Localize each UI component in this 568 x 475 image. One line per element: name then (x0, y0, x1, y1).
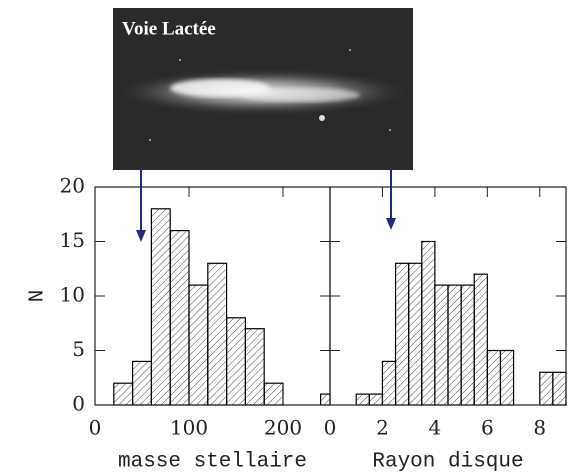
x-axis-label: Rayon disque (372, 451, 523, 474)
histogram-bar (188, 284, 209, 406)
histogram-bar (434, 284, 449, 406)
histogram-bar (150, 208, 171, 406)
image-title: Voie Lactée (122, 18, 216, 39)
x-axis-label: masse stellaire (118, 451, 307, 474)
histogram-bar (486, 349, 502, 406)
y-tick-label: 10 (60, 283, 85, 307)
x-tick-label: 6 (481, 416, 494, 440)
y-axis-label: N (27, 290, 50, 303)
histogram-bar (244, 328, 265, 406)
x-tick-label: 0 (89, 416, 102, 440)
histogram-bar (169, 230, 190, 406)
histogram-bar (226, 317, 247, 406)
y-tick-label: 15 (60, 228, 85, 252)
histogram-bar (320, 393, 331, 406)
histogram-bar (552, 371, 567, 406)
plot-area: 0 100 200 0 5 10 15 20 masse stellaire N 0 2 4 6 8 Rayo… (27, 174, 567, 474)
histogram-bar (113, 382, 134, 406)
y-tick-label: 0 (72, 392, 85, 416)
histogram-bar (394, 262, 410, 406)
x-tick-label: 0 (324, 416, 337, 440)
histogram-bar (421, 240, 436, 406)
y-tick-label: 5 (72, 337, 85, 361)
histogram-bar (207, 262, 228, 406)
histogram-bar (447, 284, 462, 406)
x-tick-label: 2 (376, 416, 389, 440)
x-tick-label: 100 (170, 416, 208, 440)
x-tick-label: 8 (533, 416, 546, 440)
arrows (136, 168, 396, 242)
histogram-bar (263, 382, 284, 406)
histogram-bar (460, 284, 475, 406)
histogram-bar (539, 371, 554, 406)
x-tick-label: 4 (429, 416, 442, 440)
histogram-bar (408, 262, 423, 406)
y-tick-label: 20 (60, 174, 85, 198)
x-tick-label: 200 (264, 416, 302, 440)
histogram-bar (355, 393, 370, 406)
histogram-bar (132, 360, 153, 406)
histogram-bar (381, 360, 397, 406)
milky-way-image: Voie Lactée (113, 8, 413, 170)
histogram-bar (499, 349, 515, 406)
histogram-bar (368, 393, 384, 406)
histogram-bar (473, 273, 488, 406)
